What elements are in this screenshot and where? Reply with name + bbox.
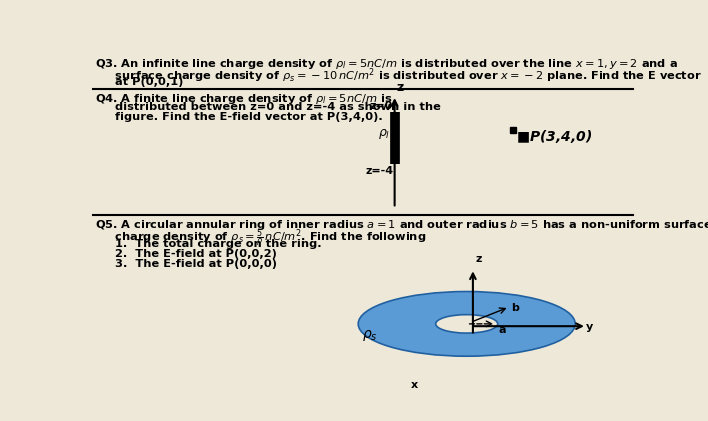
Text: z: z — [475, 254, 481, 264]
Text: b: b — [511, 303, 519, 313]
Text: a: a — [498, 325, 506, 336]
Text: $\rho_s$: $\rho_s$ — [362, 328, 378, 343]
Text: 1.  The total charge on the ring.: 1. The total charge on the ring. — [95, 239, 321, 249]
Text: z: z — [397, 81, 404, 93]
Text: x: x — [411, 380, 418, 390]
Text: 3.  The E-field at P(0,0,0): 3. The E-field at P(0,0,0) — [95, 259, 277, 269]
Text: Q4. A finite line charge density of $\rho_l = 5nC/m$ is: Q4. A finite line charge density of $\rh… — [95, 92, 392, 106]
Text: surface charge density of $\rho_s = -10\,nC/m^2$ is distributed over $x = -2$ pl: surface charge density of $\rho_s = -10\… — [95, 67, 702, 85]
Text: distributed between z=0 and z=-4 as shown in the: distributed between z=0 and z=-4 as show… — [95, 102, 440, 112]
Text: $\rho_l$: $\rho_l$ — [377, 128, 390, 141]
Text: at P(0,0,1): at P(0,0,1) — [95, 77, 183, 87]
Text: charge density of $\rho_s = \frac{5}{\rho}\,nC/m^2$. Find the following: charge density of $\rho_s = \frac{5}{\rh… — [95, 228, 426, 250]
Text: figure. Find the E-field vector at P(3,4,0).: figure. Find the E-field vector at P(3,4… — [95, 112, 382, 122]
Text: 2.  The E-field at P(0,0,2): 2. The E-field at P(0,0,2) — [95, 249, 277, 259]
Ellipse shape — [435, 314, 498, 333]
Text: Q5. A circular annular ring of inner radius $a = 1$ and outer radius $b = 5$ has: Q5. A circular annular ring of inner rad… — [95, 218, 708, 232]
Text: z=-4: z=-4 — [366, 166, 394, 176]
Text: z=0: z=0 — [370, 101, 393, 111]
Ellipse shape — [358, 291, 575, 356]
Text: y: y — [586, 322, 593, 332]
Text: $\mathbf{\blacksquare}$P(3,4,0): $\mathbf{\blacksquare}$P(3,4,0) — [515, 128, 592, 144]
Text: Q3. An infinite line charge density of $\rho_l = 5nC/m$ is distributed over the : Q3. An infinite line charge density of $… — [95, 57, 678, 71]
